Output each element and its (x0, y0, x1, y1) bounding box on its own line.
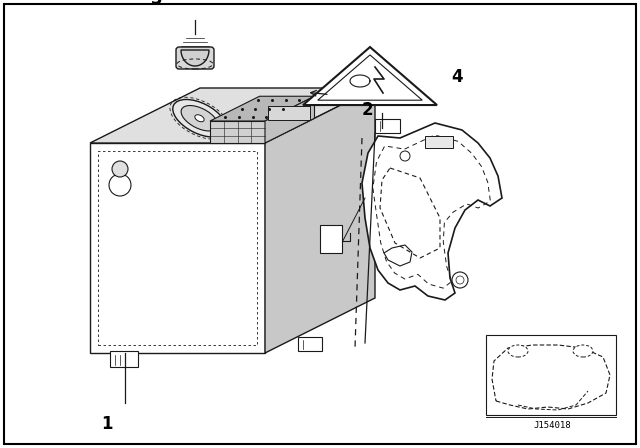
Ellipse shape (508, 345, 528, 357)
Polygon shape (90, 88, 375, 143)
Bar (375, 119, 400, 133)
Ellipse shape (573, 345, 593, 357)
Text: 1: 1 (101, 415, 113, 433)
Bar (486, 335, 616, 415)
Bar (425, 136, 453, 148)
Polygon shape (492, 345, 610, 409)
Circle shape (109, 174, 131, 196)
Polygon shape (210, 96, 314, 121)
Polygon shape (303, 47, 437, 105)
Text: 3: 3 (151, 0, 163, 8)
Polygon shape (90, 143, 265, 353)
Polygon shape (181, 50, 209, 66)
Polygon shape (268, 106, 310, 120)
Circle shape (112, 161, 128, 177)
Text: J154018: J154018 (533, 421, 571, 430)
Polygon shape (362, 123, 502, 300)
Polygon shape (265, 96, 314, 143)
Circle shape (452, 272, 468, 288)
Polygon shape (265, 88, 375, 353)
Ellipse shape (181, 106, 218, 131)
Circle shape (400, 151, 410, 161)
Polygon shape (210, 121, 265, 143)
Ellipse shape (173, 99, 226, 137)
FancyBboxPatch shape (176, 47, 214, 69)
Bar (298, 337, 322, 351)
Text: 2: 2 (361, 101, 373, 119)
Ellipse shape (195, 115, 204, 122)
Text: 4: 4 (451, 68, 463, 86)
Bar (320, 225, 342, 253)
Bar (110, 351, 138, 367)
